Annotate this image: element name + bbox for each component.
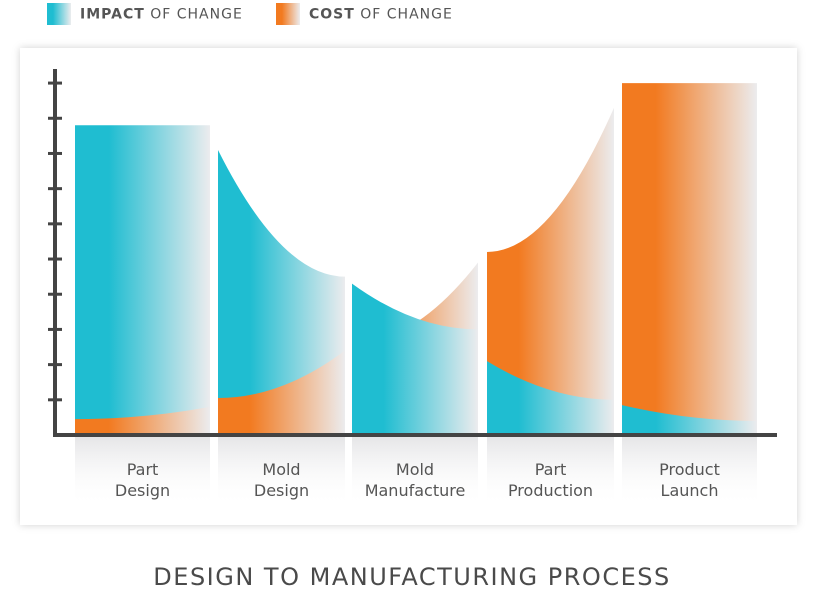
x-tick-label: Mold Manufacture	[365, 460, 466, 500]
band-area	[352, 283, 478, 435]
x-tick-label: Mold Design	[254, 460, 309, 500]
label-box	[218, 435, 345, 507]
x-tick-label: Product Launch	[659, 460, 720, 500]
band-area	[75, 406, 210, 435]
band-area	[218, 350, 345, 435]
label-box	[75, 435, 210, 507]
x-tick-label: Part Production	[508, 460, 593, 500]
chart-title: DESIGN TO MANUFACTURING PROCESS	[153, 563, 670, 589]
label-box	[622, 435, 757, 507]
label-box	[352, 435, 478, 507]
band-area	[218, 149, 345, 435]
legend-label: IMPACT OF CHANGE	[80, 7, 243, 23]
band-area	[75, 125, 210, 436]
legend-label: COST OF CHANGE	[309, 7, 453, 23]
label-box	[487, 435, 614, 507]
legend-swatch	[47, 3, 71, 25]
band-area	[487, 361, 614, 435]
band-area	[622, 83, 757, 436]
legend-swatch	[276, 3, 300, 25]
x-tick-label: Part Design	[115, 460, 170, 500]
band-area	[622, 405, 757, 435]
band-area	[487, 107, 614, 435]
